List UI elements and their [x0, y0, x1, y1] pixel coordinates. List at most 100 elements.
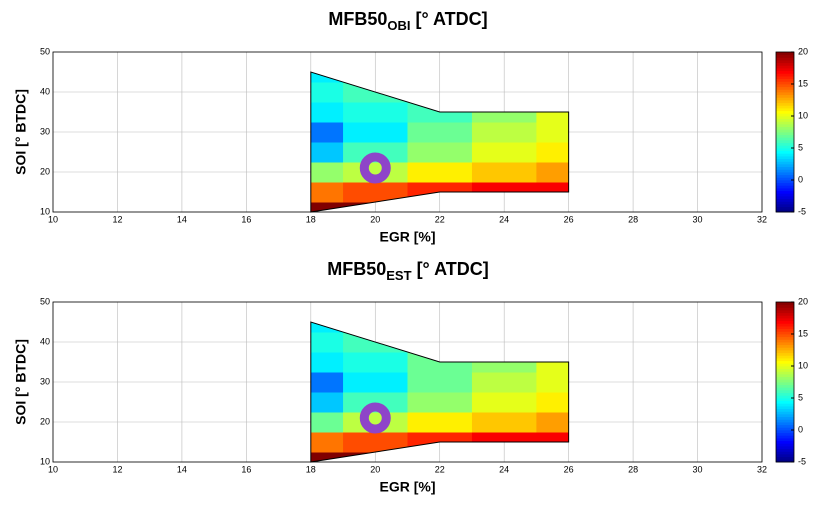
colorbar-step [776, 150, 794, 154]
contour-cell [407, 122, 473, 143]
colorbar-label: 10 [798, 110, 808, 120]
colorbar-label: 15 [798, 78, 808, 88]
contour-cell [310, 182, 344, 203]
y-tick-label: 10 [40, 206, 50, 216]
y-tick-label: 50 [40, 296, 50, 306]
y-axis-label: SOI [° BTDC] [13, 339, 29, 425]
contour-cell [471, 392, 537, 413]
x-tick-label: 26 [564, 464, 574, 474]
colorbar-step [776, 374, 794, 378]
x-tick-label: 20 [370, 214, 380, 224]
colorbar-step [776, 427, 794, 431]
colorbar-step [776, 142, 794, 146]
contour-cell [536, 122, 569, 143]
title-main: MFB50 [328, 9, 387, 29]
colorbar-step [776, 73, 794, 77]
x-tick-label: 32 [757, 214, 767, 224]
contour-cell [310, 332, 344, 353]
colorbar-step [776, 336, 794, 340]
y-tick-label: 10 [40, 456, 50, 466]
colorbar-step [776, 118, 794, 122]
colorbar-step [776, 137, 794, 141]
contour-cell [536, 412, 569, 433]
x-tick-label: 30 [693, 214, 703, 224]
contour-cell [407, 392, 473, 413]
contour-cell [343, 372, 408, 393]
colorbar-step [776, 121, 794, 125]
colorbar-step [776, 132, 794, 136]
colorbar-label: 5 [798, 142, 803, 152]
colorbar-step [776, 368, 794, 372]
contour-cell [471, 372, 537, 393]
colorbar-step [776, 331, 794, 335]
x-tick-label: 16 [241, 464, 251, 474]
colorbar-step [776, 440, 794, 444]
colorbar-label: 20 [798, 296, 808, 306]
colorbar-step [776, 446, 794, 450]
colorbar-step [776, 94, 794, 98]
colorbar-step [776, 201, 794, 205]
contour-cell [310, 102, 344, 123]
colorbar-step [776, 408, 794, 412]
colorbar-step [776, 352, 794, 356]
contour-cell [471, 412, 537, 433]
colorbar-step [776, 60, 794, 64]
colorbar-step [776, 190, 794, 194]
colorbar-step [776, 188, 794, 192]
colorbar-step [776, 126, 794, 130]
x-tick-label: 26 [564, 214, 574, 224]
contour-cell [343, 102, 408, 123]
contour-cell [407, 412, 473, 433]
colorbar-step [776, 161, 794, 165]
colorbar-step [776, 320, 794, 324]
colorbar-step [776, 350, 794, 354]
colorbar-step [776, 148, 794, 152]
x-tick-label: 30 [693, 464, 703, 474]
colorbar-step [776, 315, 794, 319]
colorbar-step [776, 193, 794, 197]
contour-cell [310, 432, 344, 453]
colorbar-step [776, 78, 794, 82]
y-tick-label: 20 [40, 416, 50, 426]
y-tick-label: 50 [40, 46, 50, 56]
contour-cell [310, 352, 344, 373]
colorbar-step [776, 419, 794, 423]
colorbar-step [776, 376, 794, 380]
colorbar-step [776, 384, 794, 388]
x-tick-label: 16 [241, 214, 251, 224]
x-tick-label: 14 [177, 214, 187, 224]
y-tick-label: 30 [40, 376, 50, 386]
colorbar-step [776, 382, 794, 386]
contour-cell [471, 162, 537, 183]
colorbar-step [776, 342, 794, 346]
contour-cell [310, 162, 344, 183]
colorbar-step [776, 430, 794, 434]
colorbar-step [776, 70, 794, 74]
contour-cell [536, 162, 569, 183]
plot: MFB50OBI [° ATDC] 10 12 14 16 18 20 22 24 26 28 30 3… [13, 9, 808, 245]
colorbar-step [776, 169, 794, 173]
colorbar-step [776, 416, 794, 420]
colorbar-step [776, 454, 794, 458]
colorbar-step [776, 379, 794, 383]
colorbar-step [776, 68, 794, 72]
contour-cell [536, 142, 569, 163]
colorbar-step [776, 196, 794, 200]
colorbar-step [776, 97, 794, 101]
contour-cell [407, 142, 473, 163]
colorbar-step [776, 395, 794, 399]
colorbar-step [776, 65, 794, 69]
colorbar-step [776, 302, 794, 306]
colorbar-step [776, 358, 794, 362]
contour-cell [343, 412, 408, 433]
contour-cell [310, 392, 344, 413]
colorbar-step [776, 156, 794, 160]
contour-cell [343, 122, 408, 143]
colorbar-step [776, 398, 794, 402]
title-subscript: OBI [387, 18, 410, 33]
contour-cell [310, 142, 344, 163]
colorbar-step [776, 185, 794, 189]
contour-cell [310, 372, 344, 393]
colorbar-step [776, 166, 794, 170]
